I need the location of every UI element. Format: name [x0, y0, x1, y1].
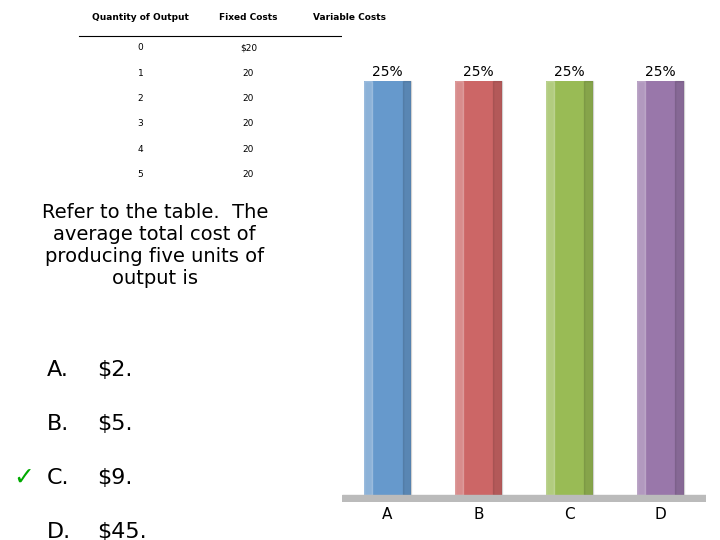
- Bar: [364, 81, 411, 495]
- Text: 15: 15: [343, 119, 355, 129]
- Bar: [342, 495, 706, 502]
- Text: ✓: ✓: [13, 466, 34, 490]
- Bar: [675, 81, 684, 495]
- Text: $9.: $9.: [97, 468, 132, 488]
- Bar: [402, 81, 411, 495]
- Text: 20: 20: [243, 170, 254, 179]
- Text: Fixed Costs: Fixed Costs: [219, 14, 278, 23]
- Text: 5: 5: [138, 170, 143, 179]
- Text: 5: 5: [346, 69, 352, 78]
- Text: 25%: 25%: [372, 65, 402, 79]
- Bar: [493, 81, 502, 495]
- Text: 20: 20: [243, 94, 254, 103]
- Text: D.: D.: [47, 522, 71, 540]
- Text: 4: 4: [138, 145, 143, 154]
- Text: 10: 10: [343, 94, 355, 103]
- Text: $2.: $2.: [97, 360, 132, 380]
- Text: 3: 3: [138, 119, 143, 129]
- Bar: [455, 81, 502, 495]
- Text: $20: $20: [240, 43, 257, 52]
- Text: Refer to the table.  The
average total cost of
producing five units of
output is: Refer to the table. The average total co…: [42, 202, 268, 287]
- Text: 2: 2: [138, 94, 143, 103]
- Text: C.: C.: [47, 468, 69, 488]
- Text: 0: 0: [138, 43, 143, 52]
- Text: $45.: $45.: [97, 522, 147, 540]
- Text: B.: B.: [47, 414, 69, 434]
- Text: 25%: 25%: [645, 65, 675, 79]
- Text: Quantity of Output: Quantity of Output: [92, 14, 189, 23]
- Text: 20: 20: [243, 119, 254, 129]
- Bar: [636, 81, 645, 495]
- Bar: [364, 81, 372, 495]
- Text: 25: 25: [343, 170, 355, 179]
- Bar: [546, 81, 593, 495]
- Text: $5.: $5.: [97, 414, 132, 434]
- Text: 20: 20: [243, 145, 254, 154]
- Text: 20: 20: [343, 145, 355, 154]
- Text: $0: $0: [343, 43, 355, 52]
- Bar: [455, 81, 463, 495]
- Bar: [585, 81, 593, 495]
- Text: 1: 1: [138, 69, 143, 78]
- Text: 25%: 25%: [463, 65, 494, 79]
- Text: 25%: 25%: [554, 65, 585, 79]
- Text: Variable Costs: Variable Costs: [312, 14, 386, 23]
- Text: A.: A.: [47, 360, 68, 380]
- Bar: [546, 81, 554, 495]
- Text: 20: 20: [243, 69, 254, 78]
- Bar: [636, 81, 684, 495]
